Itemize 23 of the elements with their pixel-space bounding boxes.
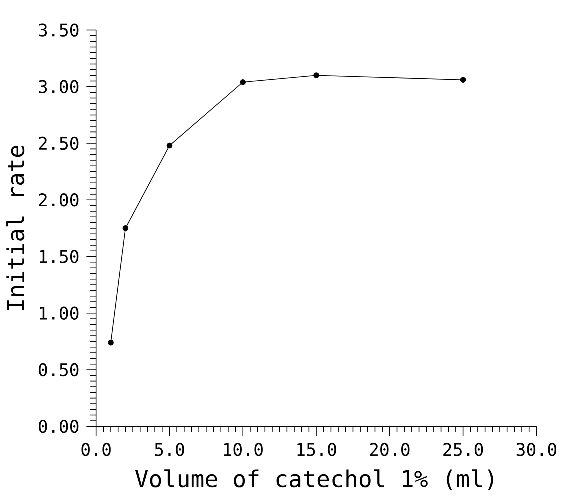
x-tick-label: 10.0 <box>224 443 263 456</box>
y-tick-label: 0.00 <box>39 420 79 434</box>
x-tick-label: 5.0 <box>155 443 184 456</box>
y-tick-label: 1.50 <box>40 250 79 264</box>
y-tick-label: 0.50 <box>39 363 79 376</box>
x-tick-label: 15.0 <box>298 443 336 456</box>
x-tick-label: 25.0 <box>444 443 484 456</box>
point <box>240 79 246 86</box>
point <box>166 142 173 149</box>
x-tick-label: 30.0 <box>516 443 557 456</box>
point <box>108 340 114 346</box>
point <box>314 72 320 78</box>
y-axis-title: Initial rate <box>6 146 25 310</box>
point <box>460 77 466 83</box>
y-tick-label: 2.00 <box>39 193 79 207</box>
y-tick-label: 3.00 <box>39 80 79 94</box>
y-tick-label: 3.50 <box>39 24 79 37</box>
x-tick-label: 0.0 <box>82 443 111 456</box>
y-tick-label: 2.50 <box>39 136 79 150</box>
x-axis-title: Volume of catechol 1% (ml) <box>135 470 494 490</box>
point <box>122 225 129 232</box>
y-tick-label: 1.00 <box>40 306 79 320</box>
x-tick-label: 20.0 <box>370 443 410 456</box>
